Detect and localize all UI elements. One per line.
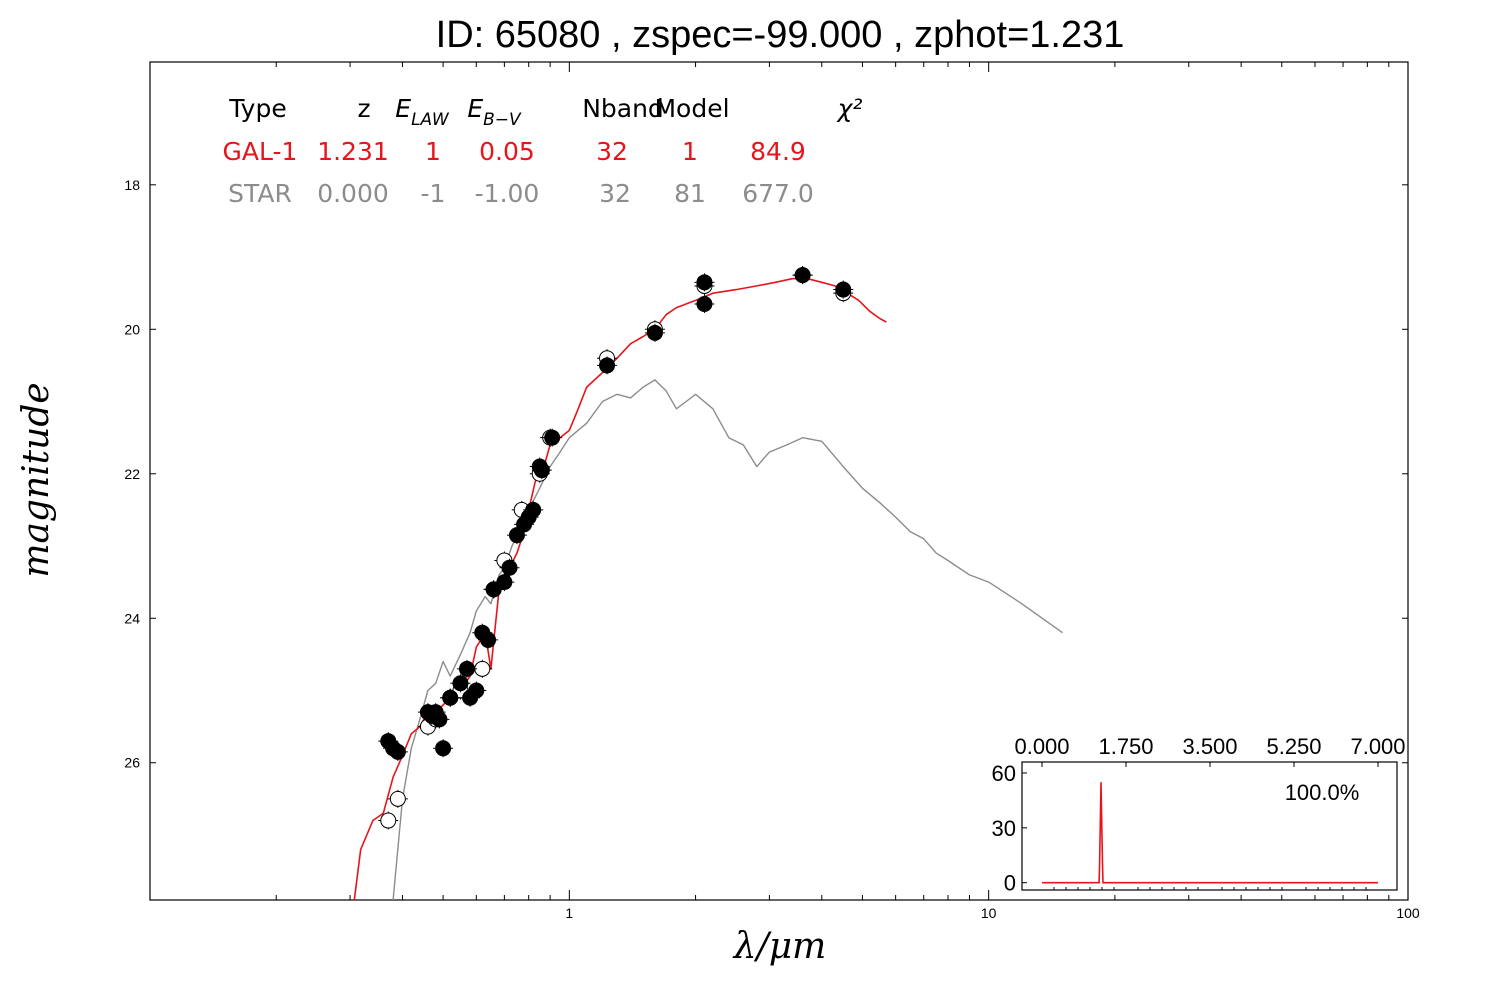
observed-point (435, 740, 452, 757)
observed-point (696, 296, 713, 313)
inset-x-tick-label: 3.500 (1182, 734, 1237, 759)
y-tick-label: 18 (124, 177, 140, 193)
observed-point (496, 574, 513, 591)
inset-x-tick-label: 5.250 (1266, 734, 1321, 759)
observed-photometry-marker (466, 681, 487, 700)
model-point (389, 790, 406, 807)
x-tick-label: 10 (981, 905, 997, 921)
observed-point (544, 429, 561, 446)
observed-point (646, 324, 663, 341)
table-header: Nband (582, 94, 664, 123)
page-title: ID: 65080 , zspec=-99.000 , zphot=1.231 (435, 14, 1125, 56)
table-cell-star: -1.00 (475, 179, 540, 208)
observed-point (696, 274, 713, 291)
observed-photometry-marker (456, 659, 477, 678)
y-tick-label: 26 (124, 755, 140, 771)
observed-photometry-marker (542, 428, 563, 447)
observed-photometry-marker (531, 461, 552, 480)
inset-x-tick-label: 7.000 (1350, 734, 1405, 759)
x-tick-label: 1 (565, 905, 573, 921)
table-header: χ² (836, 94, 863, 123)
table-header: Model (654, 94, 729, 123)
observed-point (525, 501, 542, 518)
observed-point (431, 711, 448, 728)
inset-x-tick-label: 1.750 (1098, 734, 1153, 759)
observed-point (794, 267, 811, 284)
table-header: ELAW (395, 94, 450, 130)
x-tick-label: 100 (1396, 905, 1420, 921)
main-plot-frame (149, 61, 1409, 901)
table-cell-galaxy: 1 (425, 137, 441, 166)
inset-x-tick-label: 0.000 (1014, 734, 1069, 759)
galaxy-template-line (353, 277, 887, 901)
observed-photometry-marker (694, 273, 715, 292)
model-photometry-marker (378, 811, 399, 830)
y-axis-label: magnitude (16, 382, 57, 577)
table-cell-galaxy: 1 (682, 137, 698, 166)
pdf-inset: 0 30 600.000 1.750 3.500 5.250 7.000 100.0% (992, 734, 1406, 896)
observed-photometry-marker (478, 630, 499, 649)
model-point (380, 812, 397, 829)
observed-point (835, 281, 852, 298)
x-axis-label: λ/μm (732, 926, 826, 967)
table-cell-star: 677.0 (742, 179, 814, 208)
inset-y-tick-label: 0 (1004, 871, 1016, 896)
table-cell-star: STAR (228, 179, 292, 208)
inset-y-tick-label: 60 (992, 761, 1016, 786)
observed-photometry-marker (644, 323, 665, 342)
star-template-line (392, 379, 1063, 901)
table-cell-galaxy: 0.05 (479, 137, 535, 166)
observed-photometry-marker (440, 688, 461, 707)
table-cell-galaxy: GAL-1 (223, 137, 298, 166)
observed-photometry-marker (494, 573, 515, 592)
observed-point (599, 357, 616, 374)
pdf-curve (1042, 782, 1378, 884)
pdf-percentage: 100.0% (1285, 780, 1360, 805)
plot-border (149, 61, 1409, 901)
main-plot-series (353, 266, 1063, 901)
table-header: z (357, 94, 370, 123)
observed-point (468, 682, 485, 699)
observed-point (442, 689, 459, 706)
model-photometry-marker (387, 789, 408, 808)
table-cell-star: 32 (599, 179, 631, 208)
table-header: Type (228, 94, 286, 123)
observed-point (480, 631, 497, 648)
inset-border (1021, 761, 1398, 891)
observed-point (452, 675, 469, 692)
observed-photometry-marker (499, 558, 520, 577)
observed-photometry-marker (387, 742, 408, 761)
observed-photometry-marker (792, 266, 813, 285)
inset-y-tick-label: 30 (992, 816, 1016, 841)
table-cell-galaxy: 32 (596, 137, 628, 166)
observed-point (458, 660, 475, 677)
table-cell-star: 0.000 (317, 179, 389, 208)
table-cell-galaxy: 1.231 (317, 137, 389, 166)
y-tick-label: 22 (124, 466, 140, 482)
table-header: EB−V (467, 94, 522, 130)
observed-photometry-marker (833, 280, 854, 299)
model-point (474, 660, 491, 677)
table-cell-star: 81 (674, 179, 706, 208)
observed-photometry-marker (450, 674, 471, 693)
observed-point (533, 462, 550, 479)
observed-photometry-marker (523, 500, 544, 519)
observed-point (501, 559, 518, 576)
observed-photometry-marker (429, 710, 450, 729)
table-cell-galaxy: 84.9 (750, 137, 806, 166)
observed-photometry-marker (597, 356, 618, 375)
observed-photometry-marker (433, 739, 454, 758)
table-cell-star: -1 (421, 179, 446, 208)
y-tick-label: 20 (124, 321, 140, 337)
observed-point (389, 743, 406, 760)
y-tick-label: 24 (124, 610, 140, 626)
observed-photometry-marker (694, 295, 715, 314)
